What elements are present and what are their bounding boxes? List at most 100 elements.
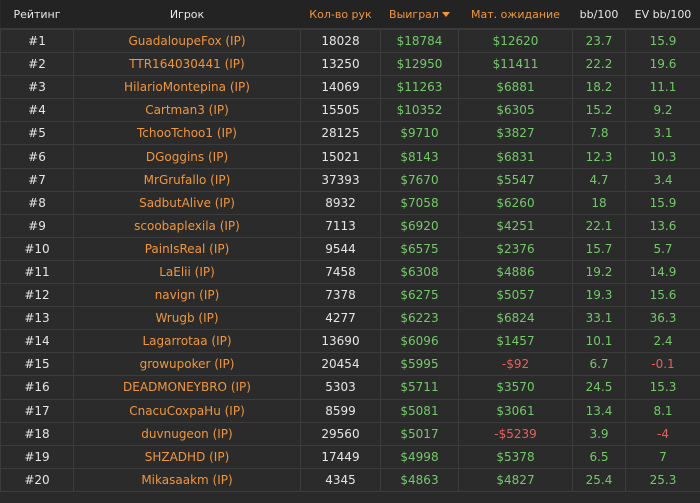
cell-hands: 8599 xyxy=(300,398,381,423)
cell-hands: 28125 xyxy=(300,121,381,146)
cell-player[interactable]: SadbutAlive (IP) xyxy=(73,190,301,215)
cell-won: $6275 xyxy=(380,283,459,308)
cell-won: $6920 xyxy=(380,213,459,238)
cell-won: $5017 xyxy=(380,421,459,446)
cell-won: $4863 xyxy=(380,467,459,492)
cell-bb100: 22.2 xyxy=(572,52,626,77)
cell-hands: 13690 xyxy=(300,329,381,354)
cell-ev-bb100: 10.3 xyxy=(625,144,700,169)
cell-ev-bb100: 15.9 xyxy=(625,28,700,54)
cell-ev-bb100: 5.7 xyxy=(625,236,700,261)
cell-rank: #6 xyxy=(0,144,74,169)
cell-bb100: 18 xyxy=(572,190,626,215)
table-row: #15 growupoker (IP) 20454 $5995 -$92 6.7 -0.1 xyxy=(0,352,700,377)
cell-won: $5711 xyxy=(380,375,459,400)
cell-player[interactable]: TchooTchoo1 (IP) xyxy=(73,121,301,146)
cell-hands: 15021 xyxy=(300,144,381,169)
cell-player[interactable]: growupoker (IP) xyxy=(73,352,301,377)
cell-ev-bb100: 7 xyxy=(625,444,700,469)
cell-won: $6096 xyxy=(380,329,459,354)
header-bb100[interactable]: bb/100 xyxy=(572,0,626,30)
table-row: #8 SadbutAlive (IP) 8932 $7058 $6260 18 15.9 xyxy=(0,190,700,215)
cell-ev-bb100: 13.6 xyxy=(625,213,700,238)
cell-ev-bb100: 15.9 xyxy=(625,190,700,215)
cell-hands: 7458 xyxy=(300,259,381,285)
cell-player[interactable]: Cartman3 (IP) xyxy=(73,98,301,123)
cell-player[interactable]: CnacuCoxpaHu (IP) xyxy=(73,398,301,423)
cell-hands: 14069 xyxy=(300,75,381,100)
cell-bb100: 3.9 xyxy=(572,421,626,446)
cell-ev-bb100: 19.6 xyxy=(625,52,700,77)
cell-rank: #1 xyxy=(0,28,74,54)
cell-player[interactable]: PainIsReal (IP) xyxy=(73,236,301,261)
cell-bb100: 7.8 xyxy=(572,121,626,146)
cell-expectation: $6305 xyxy=(458,98,573,123)
table-row: #12 navign (IP) 7378 $6275 $5057 19.3 15.6 xyxy=(0,283,700,308)
table-row: #9 scoobaplexila (IP) 7113 $6920 $4251 22.1 13… xyxy=(0,213,700,238)
cell-rank: #16 xyxy=(0,375,74,400)
cell-expectation: $6260 xyxy=(458,190,573,215)
cell-player[interactable]: LaElii (IP) xyxy=(73,259,301,285)
cell-expectation: $12620 xyxy=(458,28,573,54)
cell-hands: 37393 xyxy=(300,167,381,192)
cell-rank: #11 xyxy=(0,259,74,285)
cell-player[interactable]: GuadaloupeFox (IP) xyxy=(73,28,301,54)
cell-player[interactable]: navign (IP) xyxy=(73,283,301,308)
cell-player[interactable]: Mikasaakm (IP) xyxy=(73,467,301,492)
cell-bb100: 15.7 xyxy=(572,236,626,261)
header-rank[interactable]: Рейтинг xyxy=(0,0,74,30)
cell-expectation: $5378 xyxy=(458,444,573,469)
cell-ev-bb100: -4 xyxy=(625,421,700,446)
cell-player[interactable]: Wrugb (IP) xyxy=(73,306,301,331)
cell-player[interactable]: DGoggins (IP) xyxy=(73,144,301,169)
cell-expectation: -$92 xyxy=(458,352,573,377)
cell-bb100: 24.5 xyxy=(572,375,626,400)
cell-hands: 20454 xyxy=(300,352,381,377)
cell-rank: #17 xyxy=(0,398,74,423)
table-row: #20 Mikasaakm (IP) 4345 $4863 $4827 25.4 25.3 xyxy=(0,467,700,492)
cell-bb100: 6.7 xyxy=(572,352,626,377)
table-row: #14 Lagarrotaa (IP) 13690 $6096 $1457 10.1 2.4 xyxy=(0,329,700,354)
cell-rank: #10 xyxy=(0,236,74,261)
cell-player[interactable]: TTR164030441 (IP) xyxy=(73,52,301,77)
header-ev-bb100[interactable]: EV bb/100 xyxy=(625,0,700,30)
cell-bb100: 22.1 xyxy=(572,213,626,238)
cell-won: $5081 xyxy=(380,398,459,423)
cell-bb100: 19.3 xyxy=(572,283,626,308)
cell-player[interactable]: HilarioMontepina (IP) xyxy=(73,75,301,100)
cell-bb100: 4.7 xyxy=(572,167,626,192)
cell-ev-bb100: 36.3 xyxy=(625,306,700,331)
cell-hands: 4345 xyxy=(300,467,381,492)
cell-bb100: 13.4 xyxy=(572,398,626,423)
cell-expectation: $3827 xyxy=(458,121,573,146)
cell-ev-bb100: 15.6 xyxy=(625,283,700,308)
cell-bb100: 6.5 xyxy=(572,444,626,469)
cell-rank: #19 xyxy=(0,444,74,469)
header-won[interactable]: Выиграл xyxy=(380,0,459,30)
cell-expectation: $6824 xyxy=(458,306,573,331)
table-row: #11 LaElii (IP) 7458 $6308 $4886 19.2 14.9 xyxy=(0,259,700,285)
cell-player[interactable]: scoobaplexila (IP) xyxy=(73,213,301,238)
cell-won: $7058 xyxy=(380,190,459,215)
cell-player[interactable]: Lagarrotaa (IP) xyxy=(73,329,301,354)
cell-won: $9710 xyxy=(380,121,459,146)
cell-rank: #9 xyxy=(0,213,74,238)
cell-bb100: 12.3 xyxy=(572,144,626,169)
cell-won: $11263 xyxy=(380,75,459,100)
cell-rank: #2 xyxy=(0,52,74,77)
cell-player[interactable]: MrGrufallo (IP) xyxy=(73,167,301,192)
cell-ev-bb100: -0.1 xyxy=(625,352,700,377)
header-hands[interactable]: Кол-во рук xyxy=(300,0,381,30)
cell-player[interactable]: duvnugeon (IP) xyxy=(73,421,301,446)
cell-player[interactable]: SHZADHD (IP) xyxy=(73,444,301,469)
header-player[interactable]: Игрок xyxy=(73,0,301,30)
cell-expectation: $5547 xyxy=(458,167,573,192)
cell-player[interactable]: DEADMONEYBRO (IP) xyxy=(73,375,301,400)
cell-won: $12950 xyxy=(380,52,459,77)
cell-rank: #20 xyxy=(0,467,74,492)
cell-bb100: 10.1 xyxy=(572,329,626,354)
cell-ev-bb100: 2.4 xyxy=(625,329,700,354)
cell-expectation: $4251 xyxy=(458,213,573,238)
header-expectation[interactable]: Мат. ожидание xyxy=(458,0,573,30)
cell-rank: #8 xyxy=(0,190,74,215)
